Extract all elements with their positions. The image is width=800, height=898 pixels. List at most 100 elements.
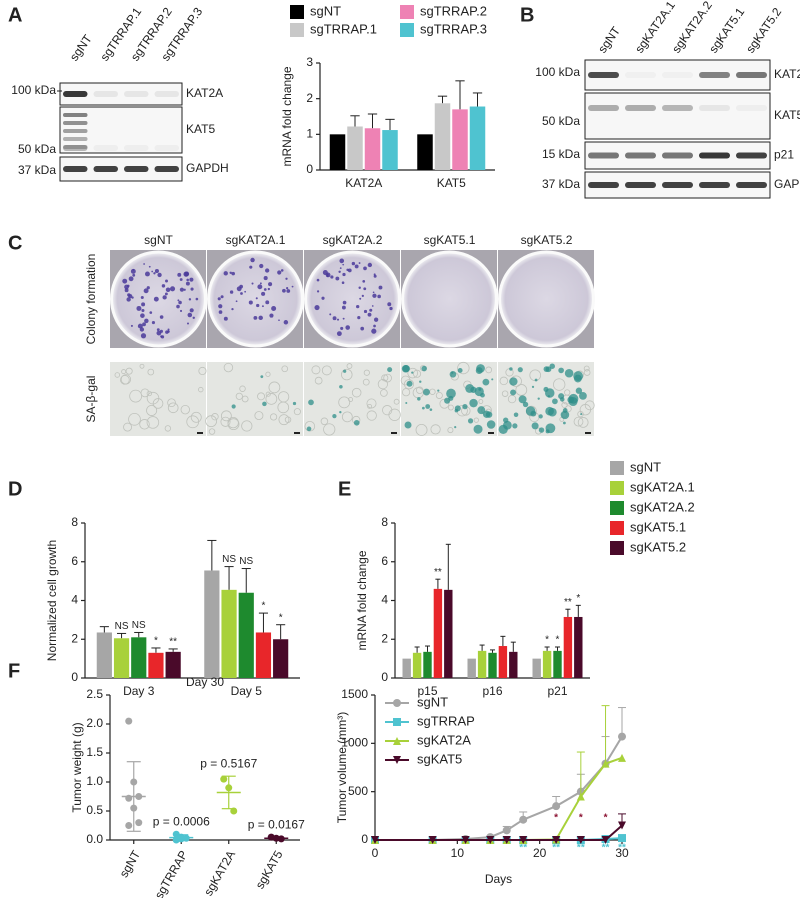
y-tick-label: 6 xyxy=(71,554,78,568)
band xyxy=(154,166,179,172)
colony xyxy=(176,304,180,309)
band xyxy=(625,72,656,78)
stain xyxy=(509,367,513,371)
colony xyxy=(179,309,183,313)
stain xyxy=(473,424,483,434)
colony xyxy=(183,271,189,277)
stain xyxy=(568,396,578,407)
colony xyxy=(185,281,190,286)
colony xyxy=(286,287,289,290)
legend-label: sgNT xyxy=(310,3,341,18)
significance-label: ** xyxy=(577,843,585,854)
colony xyxy=(347,268,352,273)
significance-label: ** xyxy=(519,843,527,854)
significance-label: ** xyxy=(552,843,560,854)
bar xyxy=(382,130,398,170)
cell xyxy=(140,388,150,398)
cell xyxy=(114,372,121,378)
y-tick-label: 2.0 xyxy=(86,716,103,730)
stain xyxy=(573,371,584,381)
colony xyxy=(268,282,273,287)
data-point xyxy=(502,826,511,835)
band xyxy=(662,152,693,159)
cell xyxy=(584,400,595,411)
stain xyxy=(402,365,410,373)
colony xyxy=(255,297,258,300)
x-axis-label: Days xyxy=(485,872,512,886)
protein-label: KAT2A xyxy=(186,86,223,100)
cell xyxy=(320,417,329,426)
legend-swatch xyxy=(610,541,624,555)
stain xyxy=(308,399,314,406)
colony xyxy=(259,263,264,269)
cell xyxy=(501,390,509,397)
colony xyxy=(136,305,142,311)
y-tick-label: 500 xyxy=(348,784,368,798)
legend-swatch xyxy=(400,5,414,19)
lane-label: sgKAT5.2 xyxy=(743,5,784,56)
colony xyxy=(165,279,168,283)
colony xyxy=(277,270,282,275)
significance-label: * xyxy=(556,635,560,646)
colony xyxy=(257,284,263,290)
colony xyxy=(253,315,258,320)
x-tick-label: sgKAT5 xyxy=(253,848,286,891)
colony xyxy=(179,278,183,281)
cell xyxy=(180,404,190,415)
row-label: Colony formation xyxy=(84,254,98,345)
colony xyxy=(162,295,167,300)
stain xyxy=(478,387,482,391)
stain xyxy=(423,388,430,396)
x-tick-label: p15 xyxy=(417,684,437,698)
legend-marker xyxy=(393,718,401,726)
data-point xyxy=(519,815,528,824)
colony xyxy=(286,289,291,293)
data-point xyxy=(618,821,626,830)
cell xyxy=(323,423,336,436)
scale-bar xyxy=(488,432,494,434)
colony xyxy=(371,305,374,307)
band xyxy=(736,182,767,188)
stain xyxy=(405,401,408,404)
cell xyxy=(311,365,321,375)
y-tick-label: 1.5 xyxy=(86,745,103,759)
y-tick-label: 2 xyxy=(306,91,313,105)
data-point xyxy=(618,753,626,762)
column-label: sgKAT5.1 xyxy=(424,233,476,247)
colony xyxy=(341,305,346,310)
cell xyxy=(235,392,243,400)
colony xyxy=(169,286,176,292)
colony xyxy=(130,268,136,274)
stain xyxy=(262,401,267,407)
cell xyxy=(139,363,145,369)
colony xyxy=(189,308,194,313)
bar xyxy=(204,570,220,678)
y-tick-label: 1500 xyxy=(341,687,368,701)
cell xyxy=(152,398,164,409)
colony xyxy=(372,293,377,298)
significance-label: NS xyxy=(132,620,146,631)
bar xyxy=(469,106,486,170)
colony xyxy=(367,312,372,317)
colony xyxy=(372,291,375,294)
cell xyxy=(146,416,160,429)
band xyxy=(93,145,118,151)
significance-label: ** xyxy=(169,637,177,648)
chart-title: Day 30 xyxy=(186,675,224,689)
cell xyxy=(403,379,415,390)
x-tick-label: sgKAT2A xyxy=(201,848,238,898)
cell xyxy=(366,398,377,409)
cell xyxy=(139,419,150,430)
colony xyxy=(161,284,166,288)
x-tick-label: Day 3 xyxy=(123,684,155,698)
colony xyxy=(189,277,194,282)
colony xyxy=(316,290,320,293)
colony xyxy=(342,272,346,277)
cell xyxy=(435,391,443,399)
stain xyxy=(353,419,360,426)
p-value-label: p = 0.5167 xyxy=(200,756,257,770)
bar xyxy=(452,109,468,170)
bar xyxy=(542,650,552,678)
significance-label: * xyxy=(545,635,549,646)
